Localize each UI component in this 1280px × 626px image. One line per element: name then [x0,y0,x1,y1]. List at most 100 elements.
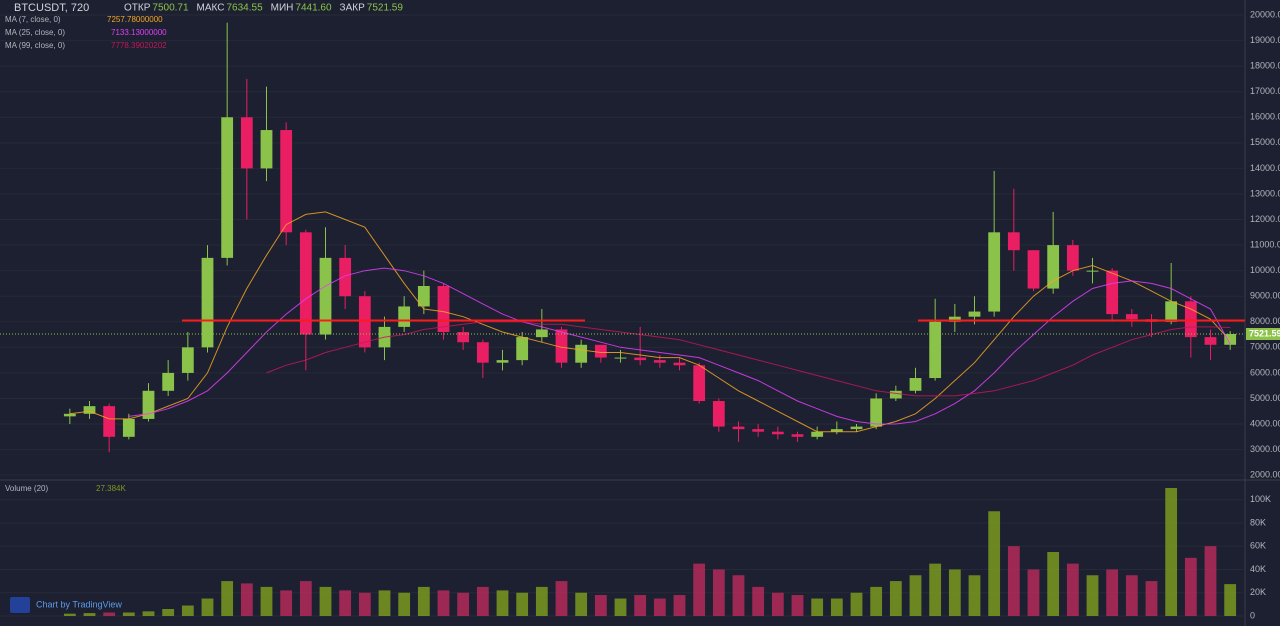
legend-name: MA (99, close, 0) [5,41,65,50]
volume-bar [358,592,371,616]
volume-bar [378,590,391,616]
candle-body [63,413,76,417]
candle-body [162,372,175,391]
volume-bar [712,569,725,616]
candle-body [417,285,430,307]
symbol-title: BTCUSDT, 720 [14,2,89,14]
y-tick-label: 5000.00 [1250,393,1280,403]
y-tick-label: 11000.00 [1250,239,1280,249]
volume-bar [653,598,666,616]
volume-bar [889,581,902,616]
candle-body [83,406,96,414]
volume-bar [417,586,430,616]
volume-bar [850,592,863,616]
volume-bar [1047,551,1060,616]
candle-body [122,418,135,437]
tv-logo[interactable] [10,597,30,613]
candle-body [181,347,194,373]
candle-body [791,434,804,437]
y-tick-label: 16000.00 [1250,112,1280,122]
volume-bar [516,592,529,616]
volume-bar [594,595,607,616]
y-tick-label: 8000.00 [1250,316,1280,326]
volume-bar [830,598,843,616]
volume-bar [811,598,824,616]
last-price-label: 7521.59 [1249,328,1280,338]
volume-bar [535,586,548,616]
volume-bar [1106,569,1119,616]
volume-bar [1086,575,1099,616]
y-tick-label: 13000.00 [1250,188,1280,198]
y-tick-label: 10000.00 [1250,265,1280,275]
ma-line [128,267,1231,425]
ohlc-name: ЗАКР [340,3,366,14]
y-tick-label: 15000.00 [1250,137,1280,147]
candle-body [555,329,568,363]
y-tick-label: 100K [1250,494,1271,504]
volume-bar [83,613,96,616]
volume-bar [1125,575,1138,616]
candle-body [1066,245,1079,271]
candle-body [850,426,863,430]
volume-bar [1204,546,1217,616]
volume-bar [103,612,116,616]
volume-bar [948,569,961,616]
volume-bar [63,613,76,616]
candle-body [673,362,686,366]
volume-bar [752,586,765,616]
volume-bar [398,592,411,616]
candle-body [948,316,961,322]
volume-bar [771,592,784,616]
volume-bar [201,598,214,616]
volume-bar [1007,546,1020,616]
volume-bar [319,586,332,616]
volume-bar [791,595,804,616]
volume-bar [732,575,745,616]
volume-bar [555,581,568,616]
y-tick-label: 0 [1250,610,1255,620]
candle-body [1027,250,1040,289]
candle-body [771,431,784,435]
volume-bar [870,586,883,616]
candle-body [1125,314,1138,320]
volume-bar [634,595,647,616]
last-price-box [1246,328,1280,341]
y-tick-label: 2000.00 [1250,470,1280,480]
candle-body [988,232,1001,312]
volume-bar [1224,584,1237,616]
legend-value: 7133.13000000 [111,28,167,37]
candle-body [1086,270,1099,272]
y-tick-label: 20000.00 [1250,9,1280,19]
volume-bar [575,592,588,616]
candle-body [1224,334,1237,345]
volume-bar [299,581,312,616]
y-tick-label: 14000.00 [1250,163,1280,173]
candle-body [1007,232,1020,251]
volume-bar [968,575,981,616]
y-tick-label: 6000.00 [1250,367,1280,377]
volume-bar [339,590,352,616]
volume-bar [142,611,155,616]
candle-body [398,306,411,327]
ohlc-value: 7521.59 [367,3,404,14]
ohlc-value: 7441.60 [295,3,332,14]
volume-bar [909,575,922,616]
candle-body [929,321,942,379]
candle-body [594,344,607,358]
candle-body [339,257,352,297]
legend-value: 7778.39020202 [111,41,167,50]
candle-body [1047,245,1060,289]
candle-body [516,337,529,361]
candle-body [496,360,509,363]
candle-body [889,390,902,399]
legend-name: MA (7, close, 0) [5,15,61,24]
candle-body [1184,301,1197,338]
ma-line [69,211,1231,433]
candle-body [732,426,745,430]
candle-body [437,285,450,333]
candle-body [752,429,765,432]
